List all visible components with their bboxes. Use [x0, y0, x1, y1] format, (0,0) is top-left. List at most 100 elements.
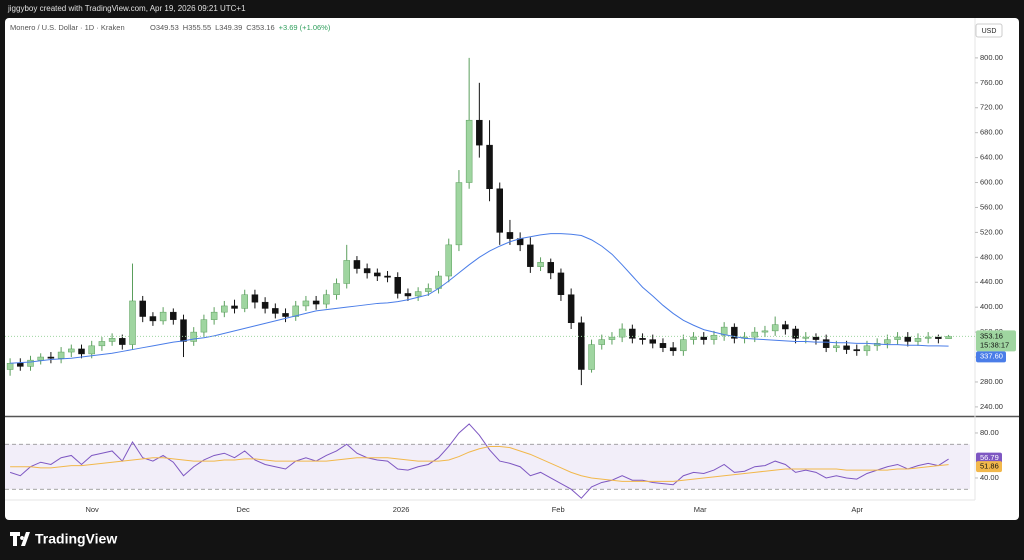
candle-body — [37, 356, 44, 361]
candle-body — [700, 336, 708, 340]
candle-body — [404, 293, 412, 297]
candle-body — [149, 316, 157, 322]
candle-body — [129, 300, 136, 345]
candle-body — [108, 338, 116, 342]
candle-body — [547, 262, 554, 274]
candle-body — [180, 319, 187, 342]
y-tick-label: 800.00 — [980, 53, 1003, 62]
footer-logo — [10, 532, 30, 546]
candle-body — [557, 272, 565, 295]
rsi-value-box — [976, 452, 1002, 464]
candle-body — [649, 339, 657, 344]
candle-body — [425, 288, 432, 292]
candle-body — [863, 345, 871, 352]
candle-body — [812, 336, 820, 340]
y-tick-label: 640.00 — [980, 153, 1003, 162]
candle-body — [241, 294, 248, 309]
candle-body — [710, 334, 718, 340]
currency: USD — [982, 28, 997, 35]
candle-body — [455, 182, 463, 246]
candle-body — [57, 351, 65, 359]
candle-body — [669, 347, 677, 352]
price-label-box — [976, 330, 1016, 352]
candle-body — [282, 313, 289, 317]
candle-body — [88, 345, 95, 355]
header-text: jiggyboy created with TradingView.com, A… — [7, 4, 246, 13]
y-tick-label: 680.00 — [980, 128, 1003, 137]
candle-body — [608, 336, 616, 340]
candle-body — [302, 300, 310, 307]
candle-body — [598, 339, 605, 345]
candle-body — [578, 322, 585, 370]
candle-body — [904, 336, 912, 342]
candle-body — [924, 336, 932, 339]
candle-body — [822, 339, 830, 348]
footer-brand: TradingView — [35, 531, 117, 547]
candle-body — [945, 336, 952, 339]
rsi-ma-line — [10, 445, 949, 482]
candle-body — [312, 300, 320, 305]
candle-body — [292, 305, 299, 317]
candle-body — [935, 336, 942, 339]
ma-label: 337.60 — [980, 351, 1003, 360]
candle-body — [159, 311, 167, 322]
candle-body — [353, 260, 361, 269]
x-tick-label: Nov — [85, 505, 99, 514]
y-tick-label: 560.00 — [980, 202, 1003, 211]
ohlc-legend-value: O349.53 — [150, 23, 179, 32]
rsi-value-label: 51.86 — [980, 462, 999, 471]
candle-body — [210, 311, 218, 320]
candle-body — [527, 244, 534, 267]
candle-body — [506, 232, 514, 239]
candle-body — [567, 294, 575, 324]
candle-body — [261, 301, 269, 309]
y-tick-label: 600.00 — [980, 178, 1003, 187]
candle-body — [884, 339, 891, 344]
candle-body — [414, 291, 422, 297]
candle-body — [200, 319, 208, 333]
candle-body — [629, 328, 636, 339]
candle-body — [659, 343, 667, 348]
candle-body — [394, 277, 401, 294]
candle-body — [496, 188, 503, 233]
candle-body — [272, 308, 279, 314]
chart-panel — [5, 18, 1019, 520]
candle-body — [221, 305, 228, 313]
y-tick-label: 280.00 — [980, 377, 1003, 386]
y-tick-label: 80.00 — [980, 428, 999, 437]
rsi-value-label: 56.79 — [980, 453, 999, 462]
price-label: 353.16 — [980, 331, 1003, 340]
candle-body — [445, 244, 452, 277]
candle-body — [465, 119, 473, 183]
candle-body — [231, 305, 238, 309]
y-tick-label: 240.00 — [980, 402, 1003, 411]
candle-body — [761, 330, 769, 333]
candle-body — [771, 324, 779, 332]
candle-body — [618, 328, 626, 338]
ohlc-legend-value: C353.16 — [246, 23, 274, 32]
y-tick-label: 440.00 — [980, 277, 1003, 286]
candle-body — [802, 336, 810, 339]
candle-body — [78, 348, 85, 355]
rsi-band — [5, 444, 970, 490]
candle-body — [374, 272, 381, 277]
candle-body — [843, 345, 850, 350]
candle-body — [690, 336, 697, 340]
candle-body — [363, 268, 371, 274]
currency-box[interactable] — [975, 23, 1003, 38]
candle-body — [98, 341, 106, 347]
y-tick-label: 480.00 — [980, 252, 1003, 261]
candle-body — [333, 283, 340, 295]
candle-body — [720, 326, 728, 336]
x-tick-label: 2026 — [393, 505, 410, 514]
candle-body — [537, 262, 544, 267]
candle-body — [639, 338, 646, 340]
candle-body — [588, 344, 595, 370]
candle-body — [680, 339, 687, 352]
candle-body — [139, 300, 146, 317]
candle-body — [782, 324, 789, 330]
candle-body — [190, 331, 197, 342]
candle-body — [731, 326, 738, 339]
